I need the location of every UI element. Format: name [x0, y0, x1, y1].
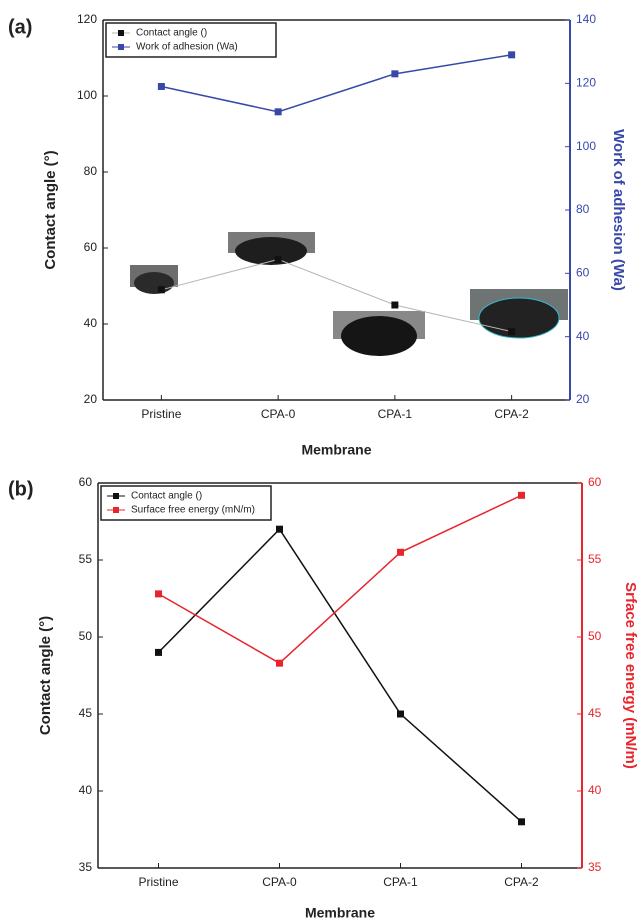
y2-tick-label: 100 [576, 139, 596, 153]
legend-box [105, 22, 277, 58]
series-marker [155, 648, 162, 656]
legend-marker [113, 493, 119, 499]
x-tick-label: CPA-1 [383, 875, 418, 889]
y-tick-label: 60 [84, 240, 98, 254]
droplet [134, 272, 174, 294]
panel-label: (a) [8, 16, 32, 38]
series-line [157, 528, 522, 823]
y-tick-label: 50 [79, 629, 93, 643]
legend-label: Contact angle () [136, 28, 207, 39]
x-tick-label: Pristine [141, 407, 181, 421]
y-tick-label: 55 [79, 552, 93, 566]
legend-label: Contact angle () [131, 491, 202, 502]
series-marker [274, 108, 282, 116]
y2-tick-label: 35 [588, 860, 602, 874]
y2-tick-label: 55 [588, 552, 602, 566]
series-marker [518, 491, 525, 499]
series-marker [276, 525, 283, 533]
series-marker [274, 255, 282, 263]
y-tick-label: 35 [79, 860, 93, 874]
y2-tick-label: 40 [576, 329, 590, 343]
series-marker [157, 286, 165, 294]
y-tick-label: 20 [84, 392, 98, 406]
droplet [235, 237, 307, 265]
x-tick-label: CPA-0 [262, 875, 297, 889]
x-axis-label: Membrane [305, 905, 375, 921]
series-marker [157, 83, 165, 90]
y2-tick-label: 45 [588, 706, 602, 720]
y2-tick-label: 50 [588, 629, 602, 643]
legend-marker [118, 44, 124, 50]
series-marker [508, 328, 516, 336]
x-tick-label: CPA-0 [261, 407, 296, 421]
series-marker [508, 51, 516, 59]
series-marker [518, 818, 525, 826]
legend-marker [113, 507, 119, 513]
y-axis-label: Contact angle (°) [42, 150, 59, 269]
series-line [161, 258, 512, 333]
x-axis-label: Membrane [301, 442, 371, 458]
legend-label: Work of adhesion (Wa) [136, 42, 238, 53]
y2-axis-label: Srface free energy (mN/m) [622, 582, 639, 769]
series-marker [155, 590, 162, 598]
series-marker [397, 710, 404, 718]
y-tick-label: 40 [84, 316, 98, 330]
legend-label: Surface free energy (mN/m) [131, 505, 255, 516]
series-marker [391, 70, 399, 78]
y-tick-label: 120 [77, 12, 97, 26]
y2-tick-label: 40 [588, 783, 602, 797]
y-tick-label: 100 [77, 88, 97, 102]
y2-tick-label: 20 [576, 392, 590, 406]
y2-tick-label: 140 [576, 12, 596, 26]
droplet [478, 297, 560, 339]
y2-tick-label: 60 [576, 266, 590, 280]
y2-tick-label: 60 [588, 475, 602, 489]
x-tick-label: CPA-1 [378, 407, 413, 421]
y-tick-label: 80 [84, 164, 98, 178]
y-tick-label: 60 [79, 475, 93, 489]
y2-tick-label: 120 [576, 76, 596, 90]
y-tick-label: 45 [79, 706, 93, 720]
series-line [161, 54, 512, 113]
droplet-images [130, 232, 568, 356]
series-marker [276, 659, 283, 667]
series-marker [391, 301, 399, 309]
panel-label: (b) [8, 478, 34, 500]
series-marker [397, 548, 404, 556]
x-tick-label: CPA-2 [494, 407, 529, 421]
y2-tick-label: 80 [576, 202, 590, 216]
series-line [158, 494, 522, 665]
droplet [341, 316, 417, 356]
y-axis-label: Contact angle (°) [37, 616, 54, 735]
y-tick-label: 40 [79, 783, 93, 797]
legend-box [100, 485, 272, 521]
legend-marker [118, 30, 124, 36]
x-tick-label: Pristine [138, 875, 178, 889]
y2-axis-label: Work of adhesion (Wa) [610, 129, 627, 291]
x-tick-label: CPA-2 [504, 875, 539, 889]
